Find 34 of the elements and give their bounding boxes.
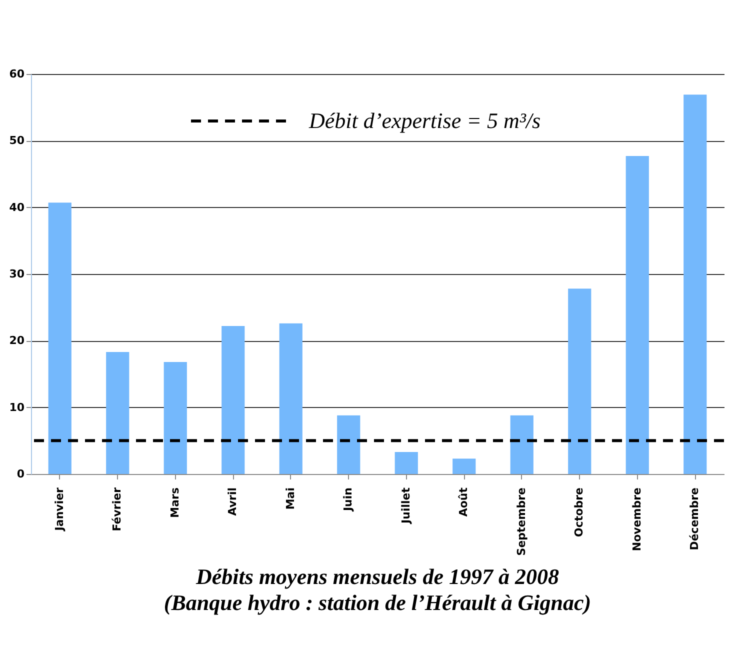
x-tick-label: Octobre: [572, 488, 586, 537]
x-tick-label: Avril: [226, 488, 240, 516]
y-tick-label: 0: [16, 468, 25, 480]
x-tick-label: Décembre: [688, 488, 702, 550]
bar: [626, 156, 649, 474]
x-tick-label: Août: [457, 488, 470, 517]
bar: [452, 458, 476, 474]
x-tick-label: Septembre: [514, 488, 528, 556]
text: Débits moyens mensuels de 1997 à 2008: [195, 564, 559, 590]
x-tick-label: Janvier: [52, 486, 66, 532]
bar: [568, 288, 592, 474]
bar: [279, 323, 302, 474]
x-tick-label: Novembre: [630, 488, 644, 552]
x-tick-label: Mai: [284, 488, 297, 510]
bar: [394, 452, 418, 474]
bar: [48, 202, 72, 474]
y-tick-label: 40: [9, 200, 25, 214]
y-tick-label: 60: [9, 68, 25, 80]
y-tick-label: 10: [9, 400, 25, 414]
x-tick-label: Juillet: [399, 488, 412, 524]
bar: [337, 415, 360, 474]
y-tick-label: 30: [9, 268, 25, 280]
bar: [164, 362, 187, 474]
bar: [106, 352, 130, 474]
x-tick-label: Février: [110, 486, 124, 532]
text: (Banque hydro : station de l’Hérault à Gignac): [164, 590, 592, 616]
bar: [510, 415, 534, 474]
bar: [684, 94, 707, 474]
y-tick-label: 20: [9, 334, 25, 348]
x-tick-label: Juin: [342, 488, 355, 512]
y-tick-label: 50: [9, 134, 25, 148]
bar: [222, 326, 245, 474]
x-tick-label: Mars: [168, 487, 182, 518]
legend-label: Débit d’expertise = 5 m³/s: [308, 108, 541, 133]
